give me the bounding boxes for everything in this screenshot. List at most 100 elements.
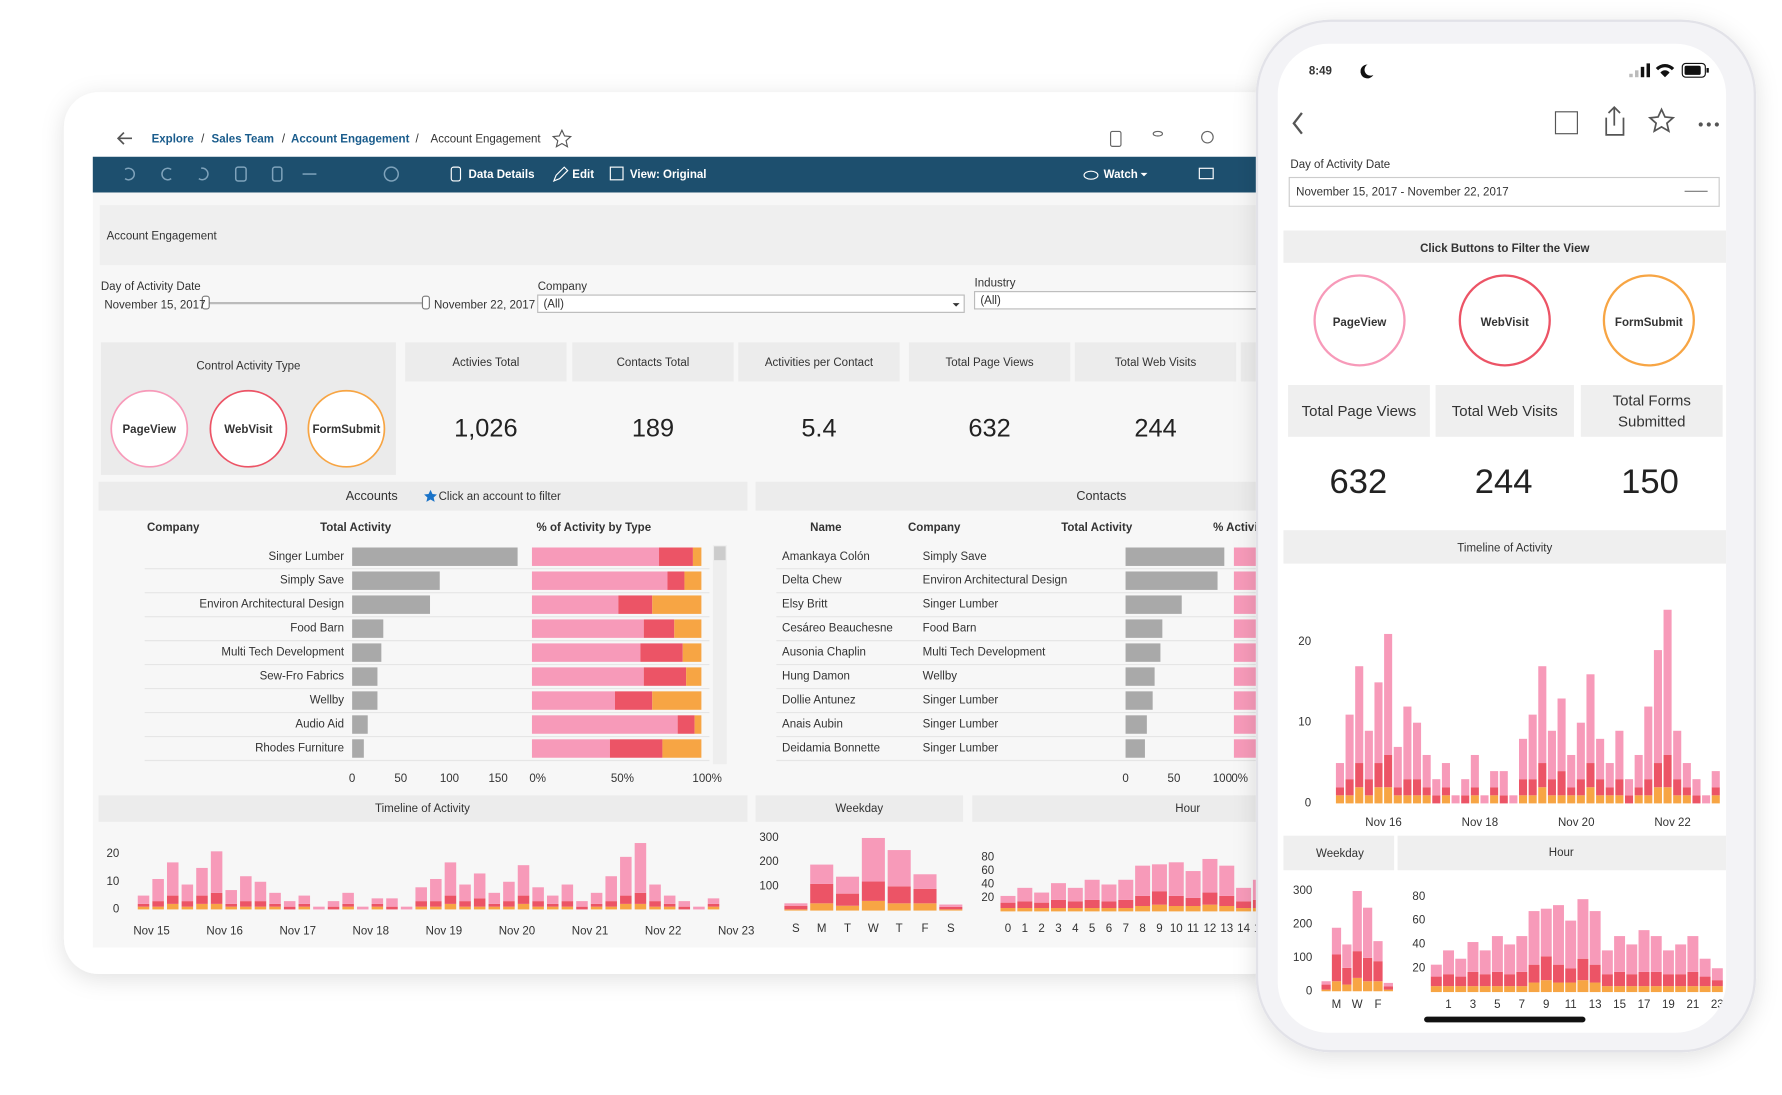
data-icon[interactable] — [1152, 130, 1164, 137]
metrics-icon[interactable] — [1554, 111, 1578, 135]
section-title: Contacts — [1076, 489, 1126, 503]
y-tick-label: 20 — [1412, 962, 1425, 974]
bar-segment — [1413, 779, 1422, 796]
bar-segment — [444, 903, 457, 910]
bar-segment — [1352, 890, 1362, 952]
x-tick-label: 0 — [1005, 923, 1011, 935]
activity-button[interactable] — [1458, 274, 1551, 367]
x-tick-label: 0 — [349, 773, 355, 785]
bar-segment — [1589, 911, 1601, 965]
bar-segment — [1557, 771, 1566, 796]
bar-segment — [225, 906, 237, 910]
search-icon[interactable] — [1201, 130, 1214, 144]
x-tick-label: 9 — [1156, 923, 1162, 935]
contact-name: Dollie Antunez — [782, 695, 856, 707]
bar-segment — [1432, 795, 1441, 804]
bar-segment — [1687, 936, 1699, 972]
mobile-view: Total Page Views Total Web Visits Total … — [1283, 62, 1727, 1023]
date-range-input[interactable] — [1288, 176, 1720, 207]
bar-segment — [1491, 971, 1503, 987]
bar-segment — [1540, 956, 1552, 981]
watch-icon — [1083, 170, 1099, 180]
y-tick-label: 20 — [981, 892, 994, 904]
pct-segment — [1233, 643, 1260, 662]
bar-segment — [1601, 974, 1613, 987]
more-icon[interactable] — [1698, 122, 1719, 127]
company-name: Simply Save — [280, 575, 344, 587]
bar-segment — [1352, 951, 1362, 978]
back-arrow[interactable] — [116, 131, 132, 145]
activity-button[interactable] — [209, 389, 288, 468]
x-tick-label: 4 — [1072, 923, 1079, 935]
x-tick-label: 5 — [1494, 999, 1500, 1011]
bar-segment — [561, 906, 574, 910]
bar-segment — [1663, 754, 1672, 788]
bar-segment — [1615, 795, 1624, 804]
bar-segment — [1345, 714, 1354, 780]
bar-segment — [1711, 771, 1720, 788]
bar-segment — [1644, 795, 1653, 804]
bar-segment — [473, 873, 486, 899]
kpi-header — [908, 342, 1071, 382]
industry-dropdown[interactable] — [973, 291, 1263, 310]
comment-icon[interactable] — [1198, 167, 1214, 180]
total-bar — [1125, 691, 1153, 710]
timeline-header — [98, 795, 748, 822]
bar-segment — [1650, 986, 1662, 993]
bar-segment — [1084, 908, 1100, 912]
bar-segment — [313, 906, 325, 910]
back-button[interactable] — [1292, 112, 1303, 135]
bar-segment — [1451, 795, 1460, 804]
total-bar — [1125, 715, 1147, 734]
contact-company: Singer Lumber — [923, 719, 999, 731]
activity-button[interactable] — [110, 389, 189, 468]
x-tick-label: Nov 18 — [353, 925, 389, 937]
bar-segment — [1589, 964, 1601, 983]
activity-button[interactable] — [1602, 274, 1695, 367]
x-tick-label: 1 — [1022, 923, 1028, 935]
scroll-thumb[interactable] — [714, 546, 726, 561]
slider-handle[interactable] — [421, 295, 430, 310]
slider-handle[interactable] — [201, 295, 210, 310]
favorite-icon[interactable] — [1647, 107, 1676, 133]
bar-segment — [342, 906, 354, 910]
toolbar-button: View: Original — [630, 169, 707, 181]
bar-segment — [1422, 754, 1431, 788]
bar-segment — [836, 876, 860, 894]
kpi-value: 244 — [1134, 415, 1176, 443]
bar-segment — [1692, 779, 1701, 796]
bar-segment — [1538, 763, 1547, 788]
bar-segment — [166, 903, 179, 910]
x-tick-label: T — [844, 923, 851, 935]
bar-segment — [1342, 944, 1352, 968]
x-tick-label: 100 — [1213, 773, 1232, 785]
bar-segment — [678, 906, 691, 910]
bar-segment — [517, 903, 530, 910]
total-bar — [352, 595, 431, 614]
bar-segment — [254, 881, 267, 902]
toolbar-icons — [124, 166, 399, 182]
pct-segment — [677, 715, 695, 734]
activity-button[interactable] — [1313, 274, 1406, 367]
favorite-icon[interactable] — [551, 128, 573, 148]
x-tick-label: 8 — [1139, 923, 1145, 935]
bar-segment — [415, 901, 427, 907]
bar-segment — [1151, 904, 1167, 912]
device-icon[interactable] — [1110, 130, 1122, 147]
activity-button[interactable] — [307, 389, 386, 468]
bar-segment — [210, 892, 223, 904]
y-tick-label: 200 — [1293, 918, 1312, 930]
bar-segment — [1185, 871, 1201, 898]
bar-segment — [810, 864, 834, 884]
x-tick-label: 6 — [1106, 923, 1112, 935]
kpi-label-text: Total Forms Submitted — [1612, 391, 1691, 430]
company-dropdown[interactable] — [537, 294, 965, 313]
bar-segment — [240, 901, 252, 907]
x-tick-label: W — [1352, 999, 1363, 1011]
bar-segment — [1682, 795, 1691, 804]
kpi-header — [738, 342, 900, 382]
share-icon[interactable] — [1605, 105, 1625, 136]
bar-segment — [137, 903, 150, 907]
total-bar — [352, 547, 518, 566]
bar-segment — [1168, 895, 1184, 907]
